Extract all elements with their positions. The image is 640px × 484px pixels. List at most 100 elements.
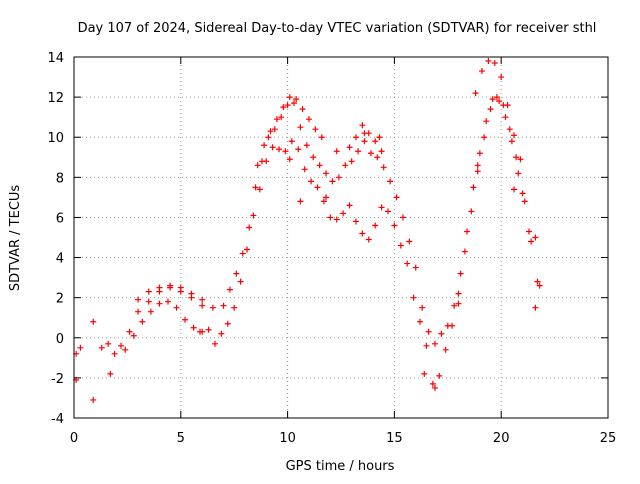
data-point-main-band <box>521 198 528 205</box>
data-point-main-band <box>239 250 246 257</box>
data-point-lower-band <box>205 326 212 333</box>
data-point-main-band <box>496 98 503 105</box>
data-point-lower-band <box>423 342 430 349</box>
data-point-lower-band <box>320 198 327 205</box>
x-tick-label: 15 <box>386 431 403 446</box>
data-point-outliers <box>474 168 481 175</box>
data-point-lower-band <box>327 214 334 221</box>
x-tick-label: 25 <box>600 431 617 446</box>
data-point-lower-band <box>340 210 347 217</box>
data-point-main-band <box>135 308 142 315</box>
data-point-outliers <box>511 186 518 193</box>
data-point-upper-band <box>511 132 518 139</box>
data-point-upper-band <box>188 290 195 297</box>
data-point-lower-band <box>449 322 456 329</box>
data-point-main-band <box>77 344 84 351</box>
data-point-main-band <box>419 304 426 311</box>
data-point-lower-band <box>481 134 488 141</box>
data-point-outliers <box>286 156 293 163</box>
data-point-main-band <box>431 340 438 347</box>
data-point-lower-band <box>164 298 171 305</box>
data-point-outliers <box>323 194 330 201</box>
data-point-upper-band <box>318 134 325 141</box>
data-point-lower-band <box>397 242 404 249</box>
data-point-lower-band <box>295 146 302 153</box>
data-point-lower-band <box>282 148 289 155</box>
data-point-outliers <box>333 148 340 155</box>
data-point-upper-band <box>156 284 163 291</box>
data-point-main-band <box>233 270 240 277</box>
data-point-lower-band <box>346 202 353 209</box>
data-point-lower-band <box>532 304 539 311</box>
data-point-lower-band <box>487 106 494 113</box>
data-point-main-band <box>105 340 112 347</box>
x-tick-label: 0 <box>70 431 78 446</box>
y-tick-label: 12 <box>47 91 64 106</box>
data-point-upper-band <box>478 68 485 75</box>
data-point-lower-band <box>378 204 385 211</box>
x-tick-label: 20 <box>493 431 510 446</box>
data-point-main-band <box>528 238 535 245</box>
data-point-main-band <box>380 164 387 171</box>
data-point-lower-band <box>513 154 520 161</box>
data-point-upper-band <box>280 104 287 111</box>
data-point-lower-band <box>372 222 379 229</box>
y-tick-label: 0 <box>56 332 64 347</box>
data-point-main-band <box>335 174 342 181</box>
data-point-upper-band <box>378 148 385 155</box>
y-tick-label: 4 <box>56 252 64 267</box>
data-point-upper-band <box>485 58 492 65</box>
data-point-main-band <box>534 278 541 285</box>
data-point-upper-band <box>167 282 174 289</box>
data-point-lower-band <box>391 222 398 229</box>
data-point-upper-band <box>267 128 274 135</box>
data-point-main-band <box>297 124 304 131</box>
data-point-upper-band <box>254 162 261 169</box>
data-point-lower-band <box>130 332 137 339</box>
data-point-lower-band <box>269 144 276 151</box>
data-point-main-band <box>98 344 105 351</box>
data-point-lower-band <box>442 346 449 353</box>
data-point-lower-band <box>506 126 513 133</box>
data-point-main-band <box>111 350 118 357</box>
data-point-upper-band <box>359 122 366 129</box>
data-point-main-band <box>515 170 522 177</box>
data-point-lower-band <box>352 218 359 225</box>
y-axis-label: SDTVAR / TECUs <box>8 185 23 292</box>
data-point-lower-band <box>519 190 526 197</box>
data-point-upper-band <box>135 296 142 303</box>
data-point-upper-band <box>517 156 524 163</box>
data-point-lower-band <box>182 316 189 323</box>
chart-title: Day 107 of 2024, Sidereal Day-to-day VTE… <box>78 21 597 36</box>
data-point-main-band <box>278 114 285 121</box>
data-point-upper-band <box>305 116 312 123</box>
data-point-main-band <box>329 178 336 185</box>
data-point-lower-band <box>256 186 263 193</box>
data-point-lower-band <box>461 248 468 255</box>
data-point-outliers <box>197 328 204 335</box>
data-point-lower-band <box>436 372 443 379</box>
x-tick-label: 10 <box>279 431 296 446</box>
data-point-outliers <box>297 198 304 205</box>
data-point-upper-band <box>177 284 184 291</box>
data-point-upper-band <box>199 296 206 303</box>
data-point-main-band <box>489 96 496 103</box>
data-point-main-band <box>284 102 291 109</box>
data-point-main-band <box>303 142 310 149</box>
data-point-main-band <box>425 328 432 335</box>
y-tick-label: 14 <box>47 51 64 66</box>
data-point-main-band <box>265 134 272 141</box>
data-point-main-band <box>502 114 509 121</box>
data-point-main-band <box>310 154 317 161</box>
data-point-lower-band <box>410 294 417 301</box>
axis-ticks: 0 5 10 15 20 25 -4 -2 0 2 4 6 8 10 12 14 <box>47 51 616 446</box>
data-point-lower-band <box>190 324 197 331</box>
data-point-main-band <box>508 138 515 145</box>
data-point-main-band <box>246 224 253 231</box>
data-point-lower-band <box>301 166 308 173</box>
data-point-upper-band <box>312 126 319 133</box>
data-point-main-band <box>483 118 490 125</box>
data-point-main-band <box>252 184 259 191</box>
data-point-main-band <box>220 302 227 309</box>
data-point-upper-band <box>491 60 498 67</box>
